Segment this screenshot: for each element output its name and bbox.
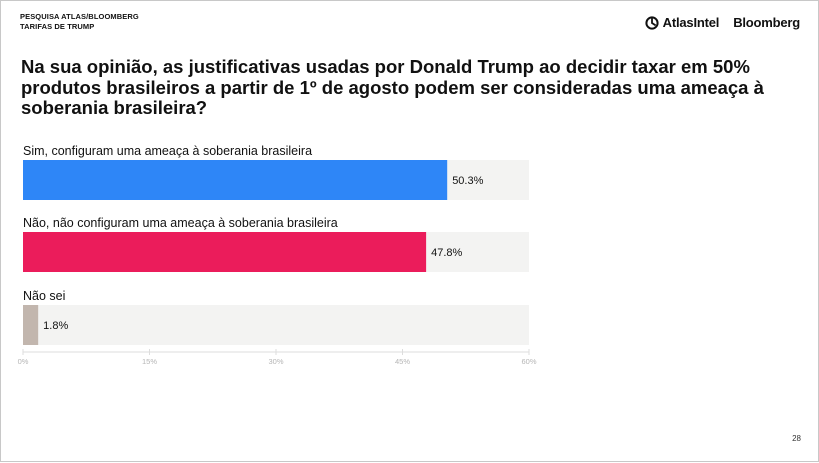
atlasintel-logo-icon	[645, 15, 659, 30]
data-label: 50.3%	[452, 175, 483, 187]
page-number: 28	[792, 434, 801, 443]
atlasintel-logo: AtlasIntel	[645, 15, 720, 30]
survey-name: PESQUISA ATLAS/BLOOMBERG	[20, 12, 139, 21]
survey-header: PESQUISA ATLAS/BLOOMBERG TARIFAS DE TRUM…	[20, 12, 139, 32]
x-tick-label: 30%	[268, 357, 283, 366]
logos: AtlasIntel Bloomberg	[645, 15, 800, 30]
chart-title: Na sua opinião, as justificativas usadas…	[21, 56, 764, 118]
bar	[23, 305, 39, 345]
bloomberg-logo: Bloomberg	[733, 15, 800, 30]
category-label: Não sei	[23, 289, 65, 303]
category-label: Não, não configuram uma ameaça à soberan…	[23, 216, 338, 230]
bar	[23, 160, 448, 200]
category-label: Sim, configuram uma ameaça à soberania b…	[23, 144, 312, 158]
bar	[23, 232, 427, 272]
x-tick-label: 60%	[521, 357, 536, 366]
data-label: 1.8%	[43, 320, 68, 332]
x-tick-label: 45%	[395, 357, 410, 366]
atlasintel-logo-text: AtlasIntel	[662, 15, 720, 30]
x-tick-label: 0%	[18, 357, 29, 366]
survey-topic: TARIFAS DE TRUMP	[20, 22, 95, 31]
x-tick-label: 15%	[142, 357, 157, 366]
data-label: 47.8%	[431, 247, 462, 259]
bar-track	[23, 305, 529, 345]
